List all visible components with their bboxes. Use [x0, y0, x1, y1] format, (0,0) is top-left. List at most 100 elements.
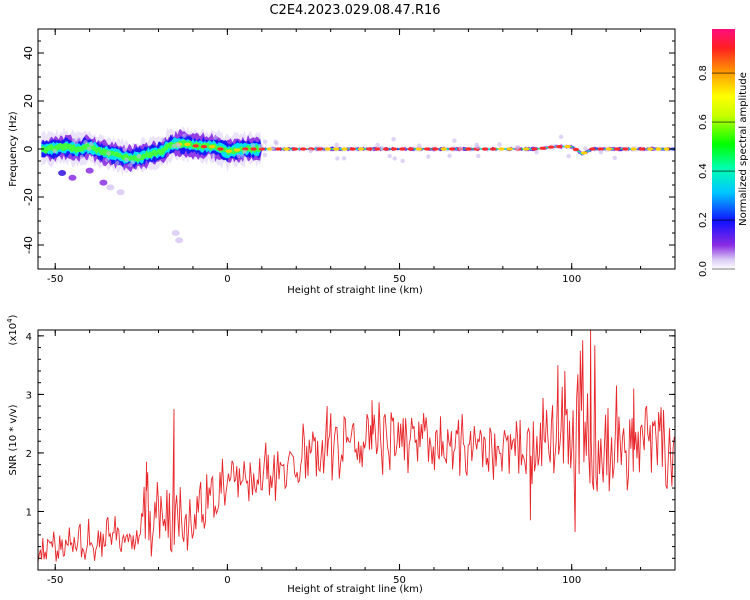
scatter-point: [426, 154, 431, 159]
colorbar-tick-label: 0.2: [698, 212, 709, 228]
y-tick-label: 40: [22, 46, 35, 60]
ridge-peak: [506, 147, 513, 151]
ridge-peak: [316, 147, 323, 151]
ridge-peak: [415, 147, 423, 151]
scatter-point: [379, 145, 384, 151]
ridge-peak: [283, 147, 290, 151]
scatter-point: [79, 154, 84, 160]
ridge-peak: [275, 147, 282, 151]
ridge-peak: [250, 147, 257, 151]
x-tick-label: 50: [393, 274, 406, 285]
scatter-point: [534, 149, 539, 155]
scatter-point: [392, 156, 397, 161]
spectrogram-x-ticks: -50 0 50 100: [47, 29, 676, 285]
figure-title: C2E4.2023.029.08.47.R16: [269, 3, 440, 18]
snr-y-ticks: 1 2 3 4: [26, 332, 675, 559]
snr-y-label: SNR (10 * v/v): [8, 404, 19, 475]
ridge-peak: [622, 147, 629, 151]
x-tick-label: 0: [224, 575, 230, 586]
x-tick-label: 100: [562, 575, 581, 586]
scatter-point: [375, 142, 380, 148]
scatter-point: [58, 170, 67, 176]
ridge-peak: [556, 145, 563, 149]
y-tick-label: 3: [26, 390, 32, 401]
ridge-peak: [423, 147, 431, 151]
scatter-point: [116, 189, 125, 196]
ridge-peak: [605, 147, 613, 151]
scatter-point: [474, 142, 479, 148]
spectrogram-x-label: Height of straight line (km): [287, 285, 423, 296]
spectrogram-scatter: [52, 133, 617, 244]
scatter-point: [417, 143, 422, 148]
colorbar-gradient: [712, 29, 735, 269]
colorbar-label: Normalized spectral amplitude: [738, 72, 749, 226]
scatter-point: [88, 141, 94, 147]
scatter-point: [182, 133, 187, 138]
scatter-point: [583, 146, 588, 151]
ridge-peak: [498, 147, 505, 151]
scatter-point: [68, 174, 77, 181]
scatter-point: [263, 139, 268, 144]
scatter-point: [387, 153, 392, 159]
scatter-point: [242, 149, 247, 154]
scatter-point: [452, 138, 457, 143]
scatter-point: [236, 153, 241, 159]
ridge-peak: [663, 147, 670, 151]
x-tick-label: 0: [224, 274, 230, 285]
scatter-point: [335, 156, 340, 161]
y-tick-label: 2: [26, 449, 32, 460]
ridge-peak: [572, 147, 580, 152]
ridge-peak: [589, 147, 596, 151]
colorbar: 0.0 0.2 0.4 0.6 0.8 Normalized spectral ampl…: [698, 29, 749, 277]
x-tick-label: 100: [562, 274, 581, 285]
scatter-point: [514, 145, 520, 151]
scatter-point: [598, 149, 604, 155]
y-tick-label: -40: [22, 236, 35, 254]
scatter-point: [106, 184, 115, 191]
scatter-point: [171, 230, 180, 236]
scatter-point: [52, 149, 58, 154]
ridge-peak: [382, 147, 389, 151]
snr-x-label: Height of straight line (km): [287, 584, 423, 595]
ridge-peak: [547, 145, 555, 149]
ridge-peak: [564, 145, 571, 149]
ridge-peak: [638, 147, 646, 151]
scatter-point: [308, 148, 313, 154]
scatter-point: [122, 147, 127, 152]
y-tick-label: 0: [22, 146, 35, 153]
scatter-point: [171, 143, 177, 149]
ridge-peak: [349, 147, 356, 151]
ridge-peak: [366, 147, 373, 151]
ridge-peak: [299, 147, 307, 151]
scatter-point: [458, 146, 464, 151]
scatter-point: [85, 167, 94, 174]
scatter-point: [566, 154, 571, 159]
ridge-peak: [225, 149, 232, 153]
scatter-point: [213, 135, 218, 141]
ridge-peak: [390, 147, 398, 151]
spectrogram-y-label: Frequency (Hz): [8, 111, 19, 187]
scatter-point: [447, 153, 452, 158]
ridge-peak: [531, 147, 538, 151]
scatter-point: [262, 152, 268, 158]
colorbar-ticks: 0.0 0.2 0.4 0.6 0.8: [698, 65, 735, 277]
ridge-peak: [200, 145, 208, 149]
snr-multiplier: (x104): [6, 314, 19, 345]
scatter-point: [161, 137, 166, 143]
x-tick-label: -50: [47, 575, 63, 586]
ridge-peak: [613, 147, 621, 151]
scatter-point: [391, 137, 396, 142]
scatter-point: [612, 155, 617, 161]
scatter-point: [175, 142, 180, 147]
ridge-peak: [481, 147, 489, 151]
ridge-peak: [357, 147, 365, 151]
ridge-peak: [324, 147, 332, 151]
ridge-peak: [489, 147, 497, 151]
scatter-point: [240, 154, 246, 159]
snr-panel: -50 0 50 100 1 2 3 4 Height of straight line (…: [6, 314, 676, 595]
scatter-point: [258, 143, 263, 149]
scatter-point: [476, 153, 481, 159]
scatter-point: [334, 142, 339, 147]
ridge-peak: [192, 144, 199, 148]
